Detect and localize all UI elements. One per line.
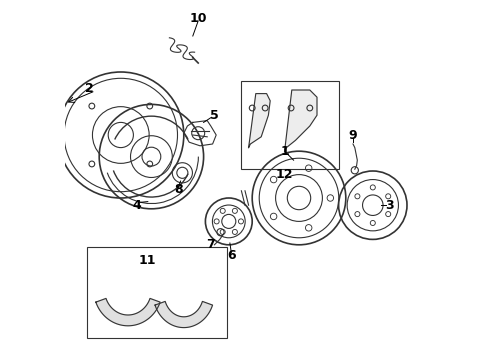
Text: 9: 9 [349,129,357,141]
Text: 3: 3 [385,199,393,212]
Text: 10: 10 [190,12,207,24]
Text: 4: 4 [133,199,142,212]
Text: 2: 2 [85,82,94,95]
Text: 1: 1 [280,145,289,158]
Text: 5: 5 [210,109,219,122]
Text: 12: 12 [276,168,294,181]
Polygon shape [285,90,317,151]
Bar [242,81,339,169]
Bar [87,247,227,338]
Text: 7: 7 [206,238,215,251]
Text: 8: 8 [174,183,183,196]
Polygon shape [96,298,160,326]
Polygon shape [248,94,270,148]
Polygon shape [155,301,213,328]
Text: 11: 11 [139,255,156,267]
Text: 6: 6 [227,249,236,262]
